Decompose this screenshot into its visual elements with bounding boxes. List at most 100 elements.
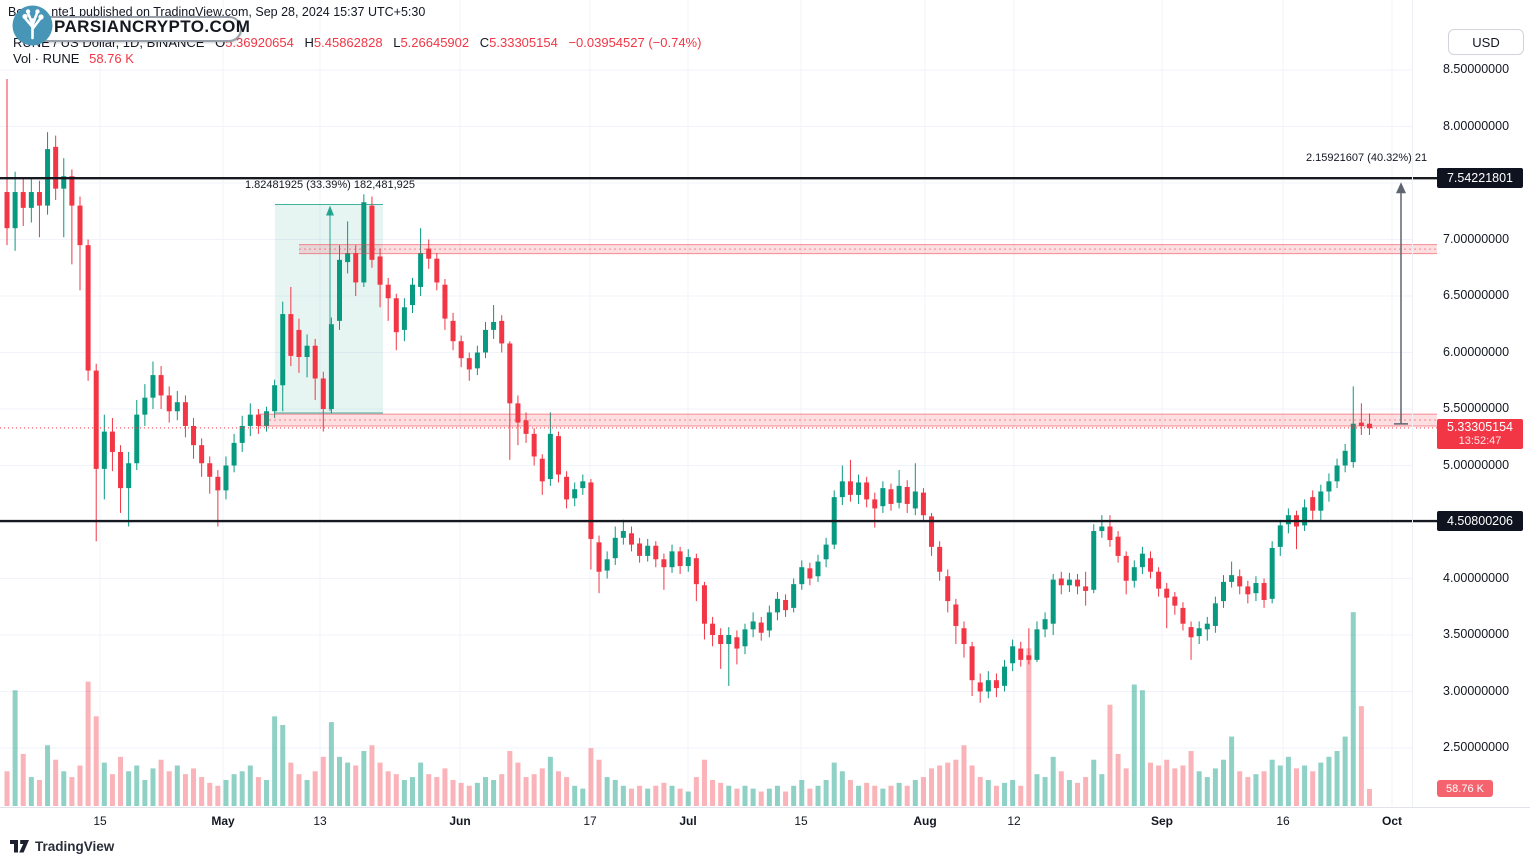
volume-value: 58.76 K	[89, 51, 134, 66]
candle-body	[12, 192, 18, 229]
volume-bar	[20, 753, 26, 806]
candle-body	[434, 258, 440, 283]
attribution-text: nte1 published on TradingView.com, Sep 2…	[51, 5, 426, 19]
candle-body	[93, 370, 99, 469]
candle-body	[1269, 547, 1275, 599]
candle-body	[4, 192, 10, 229]
volume-bar	[1342, 736, 1348, 806]
volume-bar	[215, 785, 221, 806]
x-axis-label: 17	[583, 814, 597, 828]
volume-bar	[1229, 736, 1235, 806]
volume-bar	[620, 785, 626, 806]
high-label: H	[304, 35, 314, 50]
support-price-badge: 4.50800206	[1437, 511, 1523, 532]
candle-body	[580, 481, 586, 489]
volume-bar	[312, 771, 318, 806]
measure-arrow[interactable]	[1394, 182, 1408, 425]
price-axis[interactable]	[1412, 0, 1530, 834]
volume-bar	[791, 785, 797, 806]
volume-bar	[515, 762, 521, 806]
candle-body	[1050, 579, 1056, 624]
parsiancrypto-logo-icon	[12, 5, 53, 46]
volume-bar	[953, 759, 959, 806]
candle-body	[150, 375, 156, 398]
y-axis-label: 5.00000000	[1443, 457, 1510, 472]
volume-bar	[1042, 777, 1048, 806]
volume-bar	[1058, 771, 1064, 806]
tradingview-logo-icon	[10, 840, 29, 853]
volume-bar	[231, 774, 237, 806]
volume-bar	[1002, 782, 1008, 806]
volume-bar	[847, 779, 853, 806]
candle-body	[418, 253, 424, 287]
volume-bar	[150, 768, 156, 806]
candle-body	[604, 559, 610, 571]
volume-bar	[1269, 759, 1275, 806]
close-value: 5.33305154	[489, 35, 558, 50]
volume-bar	[961, 745, 967, 806]
volume-bar	[450, 779, 456, 806]
candle-body	[239, 425, 245, 443]
candle-body	[1018, 648, 1024, 660]
candle-body	[410, 284, 415, 306]
candle-body	[645, 545, 651, 556]
volume-bar	[766, 788, 772, 806]
volume-bar	[1172, 768, 1178, 806]
y-axis-label: 8.50000000	[1443, 62, 1510, 76]
candle-body	[710, 623, 716, 635]
measure-arrow-label[interactable]: 2.15921607 (40.32%) 21	[1306, 152, 1428, 164]
volume-bar	[1334, 751, 1340, 806]
measure-box-label[interactable]: 1.82481925 (33.39%) 182,481,925	[245, 179, 416, 191]
candle-body	[904, 486, 910, 504]
candle-body	[458, 341, 464, 359]
volume-bar	[693, 777, 699, 806]
candle-body	[166, 395, 172, 412]
candle-body	[653, 545, 659, 560]
watermark-text: PARSIANCRYPTO.COM	[54, 17, 251, 36]
price-zone[interactable]	[299, 244, 1437, 255]
candle-body	[718, 635, 724, 645]
price-zone[interactable]	[259, 413, 1437, 427]
currency-toggle-button[interactable]: USD	[1448, 29, 1524, 55]
volume-bar	[1188, 751, 1194, 806]
low-value: 5.26645902	[400, 35, 470, 50]
candle-body	[1285, 515, 1291, 525]
candle-body	[1302, 507, 1308, 526]
volume-bar	[864, 782, 870, 806]
y-axis-label: 3.50000000	[1443, 627, 1510, 641]
symbol-ohlc-row[interactable]: RUNE / US Dollar, 1D, BINANCE O5.3692065…	[13, 35, 708, 50]
x-axis-label: Oct	[1381, 814, 1403, 828]
candle-body	[1221, 581, 1226, 602]
volume-bar	[4, 771, 10, 806]
volume-bar	[36, 779, 42, 806]
candle-body	[1277, 525, 1283, 547]
candle-body	[1131, 567, 1137, 581]
volume-bar	[401, 779, 407, 806]
volume-bar	[1293, 768, 1299, 806]
volume-bar	[1099, 774, 1105, 806]
volume-bar	[499, 774, 505, 806]
candle-body	[69, 176, 75, 206]
volume-indicator-row[interactable]: Vol · RUNE 58.76 K	[13, 51, 134, 66]
volume-bar	[1261, 771, 1267, 806]
volume-bar	[596, 759, 602, 806]
candle-body	[1042, 619, 1048, 630]
volume-bar	[555, 771, 561, 806]
volume-bar	[1156, 765, 1162, 806]
volume-bar	[223, 779, 229, 806]
volume-bar	[53, 759, 59, 806]
candle-body	[588, 482, 594, 539]
time-axis[interactable]: 15 May 13 Jun 17 Jul 15 Aug 12 Sep 16 Oct	[0, 807, 1530, 834]
candle-body	[620, 531, 626, 538]
candle-body	[758, 622, 764, 633]
candle-body	[207, 463, 213, 477]
high-value: 5.45862828	[313, 35, 383, 50]
volume-bar	[345, 762, 351, 806]
candle-body	[288, 314, 294, 356]
volume-bar	[993, 785, 999, 806]
tradingview-attribution[interactable]: TradingView	[10, 839, 114, 854]
volume-bar	[353, 765, 359, 806]
candle-body	[929, 516, 935, 547]
candle-body	[774, 598, 780, 613]
